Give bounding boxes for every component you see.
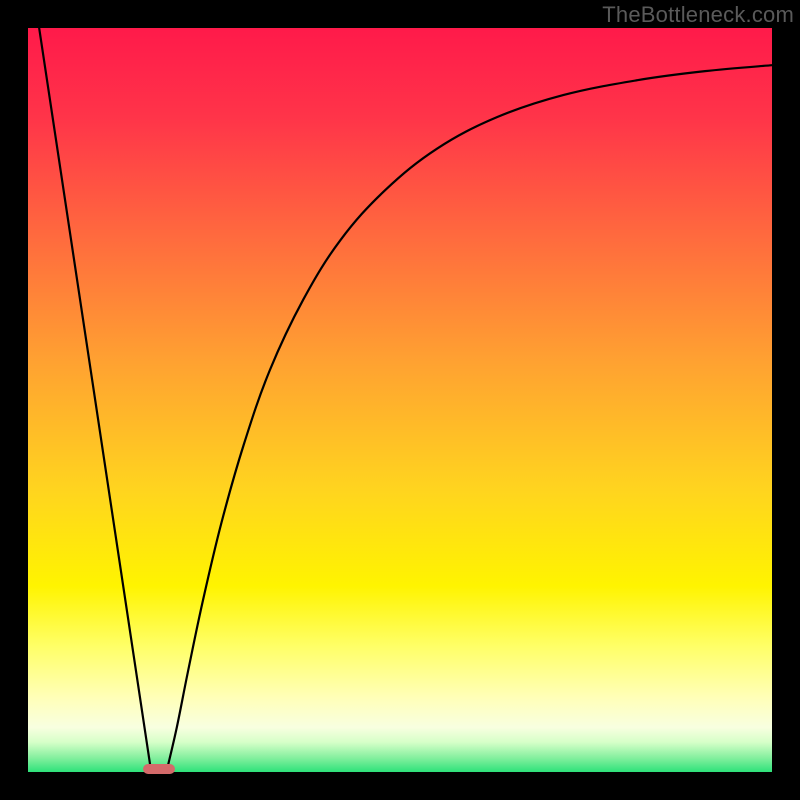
plot-area (28, 28, 772, 772)
border-right (772, 0, 800, 800)
bottleneck-curve (28, 28, 772, 772)
border-left (0, 0, 28, 800)
chart-frame: TheBottleneck.com (0, 0, 800, 800)
border-bottom (0, 772, 800, 800)
watermark-text: TheBottleneck.com (602, 2, 794, 28)
minimum-marker (143, 764, 174, 774)
